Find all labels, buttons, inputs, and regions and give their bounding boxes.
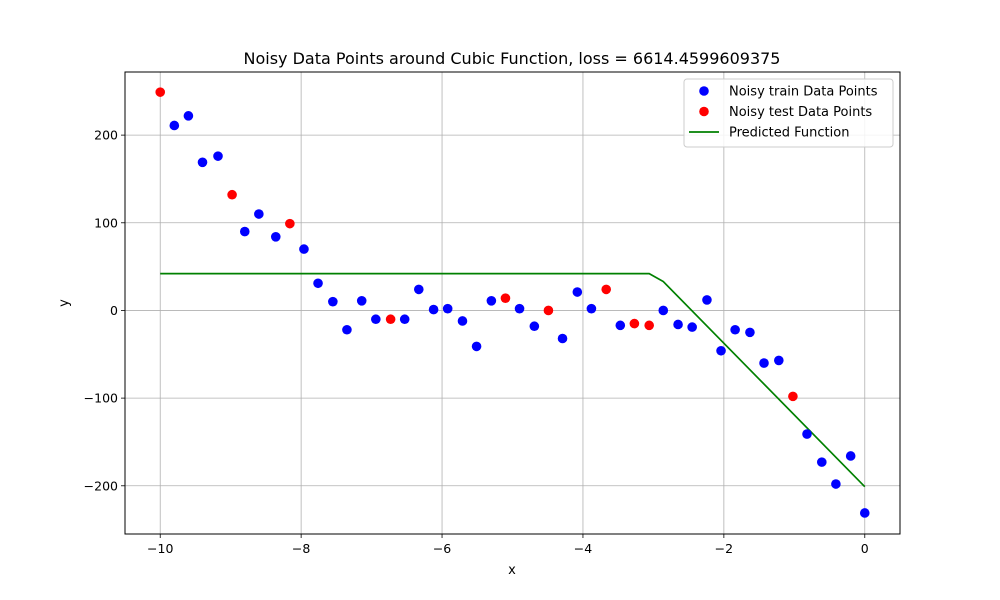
train-data-point (413, 284, 424, 295)
x-axis-label: x (508, 563, 516, 578)
test-data-point (500, 293, 511, 303)
y-tick-label: 200 (94, 128, 118, 143)
train-data-point (687, 322, 697, 332)
test-data-point (285, 218, 295, 229)
legend-box (683, 78, 894, 148)
x-tick-label: −8 (292, 541, 310, 556)
test-data-point (227, 189, 237, 200)
train-data-point (759, 358, 769, 368)
train-data-point (529, 321, 540, 332)
train-data-point (328, 296, 338, 307)
train-data-point (197, 157, 208, 168)
train-data-point (442, 303, 453, 314)
x-tick-label: −2 (715, 541, 733, 556)
train-data-point (514, 303, 525, 314)
test-data-point (788, 391, 798, 402)
legend-label: Noisy test Data Points (729, 105, 872, 120)
predicted-function-line (160, 272, 866, 488)
train-data-point (457, 316, 468, 326)
train-data-point (673, 319, 683, 330)
y-tick-label: 0 (110, 303, 118, 318)
axes-frame (124, 71, 901, 535)
legend-label: Noisy train Data Points (729, 85, 878, 100)
train-data-point (399, 314, 410, 325)
train-data-point (313, 278, 323, 289)
x-tick-label: 0 (861, 541, 869, 556)
train-data-point (356, 296, 367, 306)
test-data-point (644, 320, 654, 331)
train-data-point (831, 479, 841, 489)
train-data-point (486, 296, 497, 306)
train-data-point (471, 341, 482, 352)
train-data-point (802, 429, 812, 439)
y-tick-label: −100 (84, 391, 118, 406)
train-data-point (428, 304, 439, 315)
legend-label: Predicted Function (729, 126, 849, 141)
train-data-point (730, 324, 740, 335)
train-data-point (342, 324, 352, 335)
train-data-point (859, 508, 870, 518)
train-data-point (816, 457, 827, 467)
chart-title: Noisy Data Points around Cubic Function,… (244, 49, 781, 68)
train-data-point (254, 209, 264, 219)
y-tick-label: 100 (94, 215, 118, 230)
test-data-point (543, 305, 554, 316)
train-data-point (658, 305, 669, 316)
train-data-point (270, 232, 281, 242)
train-data-point (702, 295, 712, 305)
y-tick-label: −200 (84, 478, 118, 493)
train-data-point (774, 355, 784, 366)
train-data-point (371, 314, 381, 325)
test-data-point (629, 318, 640, 329)
train-data-point (183, 111, 194, 121)
ticks: −10 −8 −6 −4 −2 0 −200 −100 0 100 200 (84, 128, 869, 556)
test-data-point (601, 284, 612, 295)
legend-marker (699, 86, 709, 96)
train-data-point (845, 451, 856, 461)
legend-marker (699, 106, 709, 117)
legend: Noisy train Data Points Noisy test Data P… (683, 78, 894, 148)
train-data-point (586, 303, 597, 314)
train-data-point (745, 327, 755, 338)
train-data-point (572, 287, 583, 297)
train-data-point (213, 151, 223, 161)
train-data-point (557, 333, 568, 344)
test-data-point (155, 87, 166, 97)
plot-area (155, 87, 870, 518)
test-data-point (385, 314, 396, 325)
train-data-point (615, 320, 626, 331)
train-data-point (299, 244, 309, 254)
train-data-point (239, 226, 250, 237)
x-tick-label: −4 (574, 541, 592, 556)
x-tick-label: −10 (147, 541, 173, 556)
train-data-point (169, 120, 180, 131)
x-tick-label: −6 (433, 541, 451, 556)
train-data-point (716, 345, 726, 356)
y-axis-label: y (57, 299, 72, 307)
